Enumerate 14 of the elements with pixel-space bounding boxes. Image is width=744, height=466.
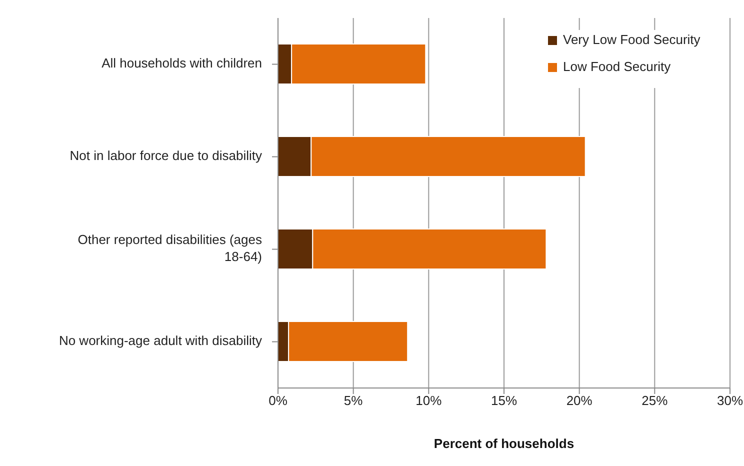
y-tick-label: All households with children — [102, 56, 262, 71]
x-tick-label: 15% — [490, 393, 518, 408]
x-tick-label: 30% — [716, 393, 744, 408]
y-tick-label: Other reported disabilities (ages 18-64) — [78, 232, 262, 264]
x-axis-title: Percent of households — [434, 436, 574, 451]
x-tick-label: 25% — [642, 393, 668, 408]
legend-label: Very Low Food Security — [563, 32, 700, 47]
x-tick-label: 5% — [344, 393, 364, 408]
y-tick-label: No working-age adult with disability — [58, 333, 262, 348]
x-tick-label: 10% — [416, 393, 442, 408]
x-tick-label: 20% — [566, 393, 593, 408]
x-tick-label: 0% — [268, 393, 288, 408]
legend-label: Low Food Security — [563, 59, 671, 74]
y-tick-label: Not in labor force due to disability — [70, 148, 262, 164]
